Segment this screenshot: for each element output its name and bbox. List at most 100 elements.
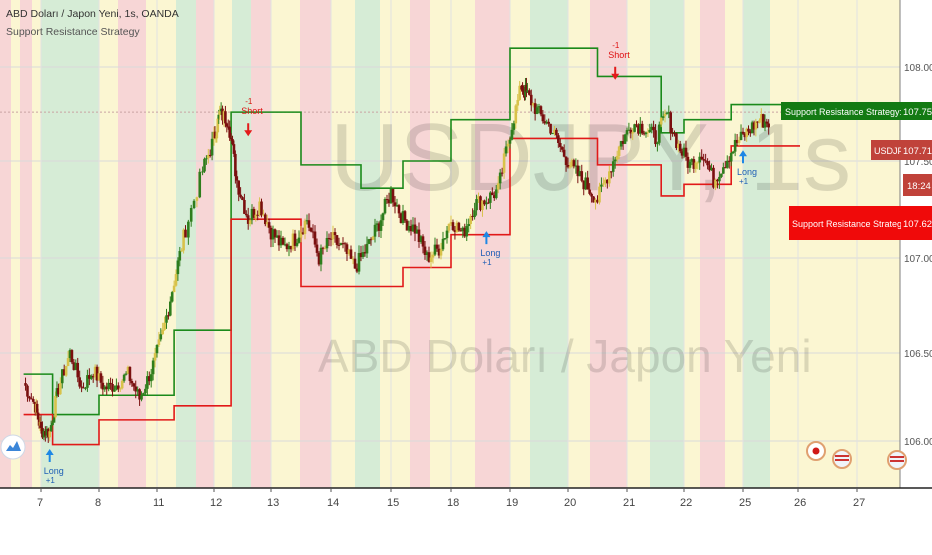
candle-body <box>506 143 510 147</box>
session-band <box>743 0 770 488</box>
candle-body <box>375 223 379 225</box>
candle-body <box>365 243 369 254</box>
candle-body <box>252 208 256 218</box>
candle-body <box>264 214 267 225</box>
session-band <box>232 0 251 488</box>
candle-body <box>686 156 690 168</box>
candle-body <box>315 244 319 253</box>
candle-body <box>201 171 204 173</box>
logo-badge <box>0 434 26 460</box>
candle-body <box>126 366 130 374</box>
signal-label: Short <box>241 106 263 116</box>
candle-body <box>547 121 550 124</box>
session-band <box>410 0 430 488</box>
candle-body <box>763 121 767 128</box>
x-tick-label: 25 <box>739 497 751 509</box>
candle-body <box>491 192 494 196</box>
y-tick-label: 107.500 <box>904 157 932 168</box>
candle-body <box>317 252 321 265</box>
candle-body <box>35 403 39 413</box>
candle-body <box>729 153 733 162</box>
candle-body <box>31 399 35 402</box>
candle-body <box>103 386 107 390</box>
candle-body <box>566 164 570 168</box>
candle-body <box>361 252 365 258</box>
candle-body <box>576 165 580 177</box>
candle-body <box>485 202 488 205</box>
candle-body <box>26 385 29 397</box>
candle-body <box>66 358 70 367</box>
candle-body <box>28 396 31 399</box>
session-band <box>475 0 510 488</box>
x-tick-label: 14 <box>327 497 339 509</box>
candle-body <box>752 122 756 130</box>
x-tick-label: 15 <box>387 497 399 509</box>
signal-label: Long <box>44 466 64 476</box>
candle-body <box>86 375 89 388</box>
candle-body <box>144 388 147 394</box>
candle-body <box>627 129 631 131</box>
candle-body <box>349 249 353 259</box>
candle-body <box>70 350 74 363</box>
time-axis <box>0 488 932 550</box>
candle-body <box>234 153 237 177</box>
candle-body <box>415 229 419 234</box>
candle-body <box>275 235 279 238</box>
candle-body <box>228 126 231 138</box>
long-arrow-icon <box>739 150 747 164</box>
candle-body <box>395 205 399 207</box>
signal-sub: +1 <box>482 258 492 267</box>
symbol-price: 107.714 <box>903 146 932 157</box>
candle-body <box>447 223 451 231</box>
candle-body <box>120 380 124 389</box>
candle-body <box>553 129 556 134</box>
candle-body <box>343 243 347 245</box>
candle-body <box>619 141 623 147</box>
candle-body <box>580 171 584 181</box>
candle-body <box>465 226 469 237</box>
candle-body <box>30 398 33 400</box>
candle-body <box>363 252 367 254</box>
candle-body <box>737 140 741 143</box>
candle-body <box>633 124 636 132</box>
candle-body <box>391 188 395 203</box>
candle-body <box>652 126 655 131</box>
candle-body <box>578 171 582 177</box>
x-tick-label: 11 <box>153 497 164 509</box>
candle-body <box>663 113 667 117</box>
candle-body <box>671 132 674 134</box>
candle-body <box>216 118 220 133</box>
candle-body <box>644 132 648 135</box>
candle-body <box>62 369 66 376</box>
candle-body <box>656 142 659 145</box>
candle-body <box>533 103 537 114</box>
candle-body <box>44 431 47 436</box>
candle-body <box>24 383 27 386</box>
candle-body <box>243 200 246 214</box>
candle-body <box>419 236 423 242</box>
candle-body <box>285 244 289 250</box>
x-tick-label: 19 <box>506 497 518 509</box>
candle-body <box>219 108 223 112</box>
x-tick-label: 18 <box>447 497 459 509</box>
candle-body <box>387 199 391 204</box>
candle-body <box>225 123 229 127</box>
candle-body <box>105 386 109 390</box>
candle-body <box>182 229 185 251</box>
candle-body <box>594 199 597 203</box>
candle-body <box>124 373 128 375</box>
candle-body <box>498 172 502 184</box>
indicator-title: Support Resistance Strategy <box>6 26 140 38</box>
candle-body <box>293 233 297 246</box>
signal-sub: +1 <box>739 177 749 186</box>
candle-body <box>203 158 206 172</box>
candle-body <box>218 111 221 115</box>
candle-body <box>551 133 554 135</box>
candle-body <box>613 159 617 162</box>
candle-body <box>494 189 498 199</box>
session-band <box>725 0 743 488</box>
candle-body <box>153 353 157 361</box>
candle-body <box>423 246 427 255</box>
candle-body <box>215 132 219 139</box>
